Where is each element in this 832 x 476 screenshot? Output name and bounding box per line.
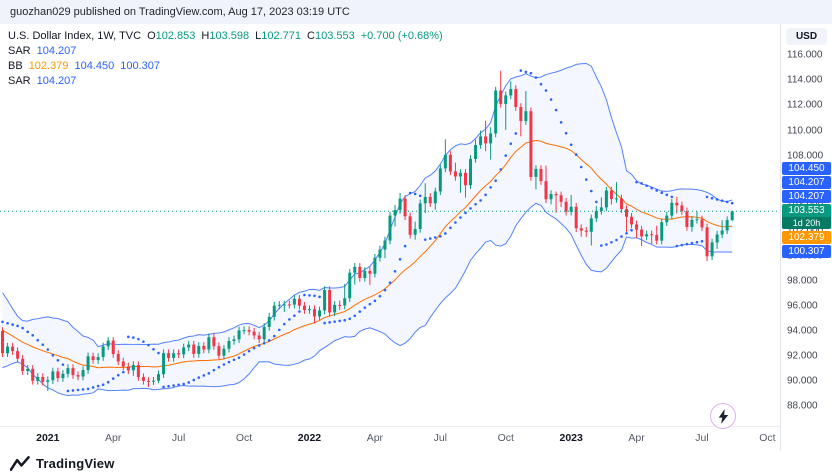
indicator-name: SAR bbox=[8, 44, 31, 57]
time-label: Oct bbox=[759, 432, 776, 444]
time-label: Apr bbox=[105, 432, 122, 444]
legend-indicator-row[interactable]: SAR 104.207 bbox=[8, 43, 449, 58]
legend-indicator-row[interactable]: BB 102.379 104.450 100.307 bbox=[8, 58, 449, 73]
price-tick: 88.000 bbox=[787, 400, 818, 412]
indicator-value: 100.307 bbox=[120, 59, 160, 72]
time-label: 2022 bbox=[297, 432, 322, 444]
chart-legend: U.S. Dollar Index, 1W, TVC O102.853 H103.… bbox=[8, 28, 449, 88]
time-axis[interactable]: 2021 Apr Jul Oct 2022 Apr Jul Oct 2023 Apr Jul Oct bbox=[0, 426, 780, 450]
price-tick: 92.000 bbox=[787, 350, 818, 362]
indicator-value: 104.207 bbox=[36, 44, 77, 57]
bar-countdown: 1d 20h bbox=[782, 217, 831, 230]
time-label: Jul bbox=[171, 432, 186, 444]
time-label: 2023 bbox=[559, 432, 583, 444]
price-tick: 116.000 bbox=[787, 49, 823, 61]
lightning-button[interactable] bbox=[710, 403, 736, 429]
legend-title-row[interactable]: U.S. Dollar Index, 1W, TVC O102.853 H103.… bbox=[8, 28, 449, 43]
indicator-value: 104.450 bbox=[74, 59, 115, 72]
footer-bar: TradingView bbox=[0, 450, 832, 476]
symbol-title: U.S. Dollar Index, 1W, TVC bbox=[8, 29, 142, 42]
currency-chip[interactable]: USD bbox=[786, 28, 827, 45]
publish-info-text: guozhan029 published on TradingView.com,… bbox=[10, 6, 350, 18]
ohlc-token: O102.853 bbox=[147, 29, 196, 42]
time-label: Apr bbox=[628, 432, 645, 444]
legend-indicators: SAR 104.207 BB 102.379 104.450 100.307 SAR 104.… bbox=[8, 43, 449, 88]
ohlc-token: H103.598 bbox=[201, 29, 250, 42]
time-label: Oct bbox=[235, 432, 253, 444]
price-change: +0.700 (+0.68%) bbox=[360, 29, 443, 42]
legend-ohlc: O102.853 H103.598 L102.771 C103.553 +0.700 (… bbox=[147, 30, 449, 42]
indicator-name: SAR bbox=[8, 74, 31, 87]
publish-info-bar: guozhan029 published on TradingView.com,… bbox=[0, 0, 832, 24]
axis-price-badge: 104.207 bbox=[782, 190, 831, 204]
indicator-name: BB bbox=[8, 59, 23, 72]
legend-indicator-row[interactable]: SAR 104.207 bbox=[8, 73, 449, 88]
current-price-badge: 103.553 1d 20h bbox=[782, 204, 831, 230]
tradingview-brand[interactable]: TradingView bbox=[36, 455, 115, 471]
axis-price-badge: 104.207 bbox=[782, 176, 831, 190]
time-label: Jul bbox=[433, 432, 448, 444]
price-tick: 102.000 bbox=[787, 225, 823, 236]
time-label: Apr bbox=[366, 432, 384, 444]
indicator-value: 102.379 bbox=[28, 59, 69, 72]
axis-price-badge: 102.379 bbox=[782, 231, 831, 245]
time-label: Jul bbox=[695, 432, 709, 444]
axis-price-badge: 100.307 bbox=[782, 245, 831, 259]
price-tick: 110.000 bbox=[787, 125, 823, 136]
lightning-icon bbox=[718, 408, 728, 424]
price-tick: 94.000 bbox=[787, 325, 818, 337]
indicator-value: 104.207 bbox=[36, 74, 77, 87]
time-label: 2021 bbox=[36, 432, 60, 444]
price-tick: 90.000 bbox=[787, 375, 818, 387]
ohlc-token: C103.553 bbox=[307, 29, 355, 42]
price-chart-canvas[interactable] bbox=[0, 24, 780, 450]
price-tick: 112.000 bbox=[787, 99, 823, 111]
tradingview-logo-icon[interactable] bbox=[10, 455, 30, 471]
price-tick: 98.000 bbox=[787, 275, 818, 287]
time-label: Oct bbox=[497, 432, 514, 444]
price-axis[interactable]: USD 116.000114.000112.000110.000108.0001… bbox=[780, 24, 832, 450]
price-tick: 108.000 bbox=[787, 150, 824, 162]
axis-price-badge: 104.450 bbox=[782, 162, 831, 176]
price-tick: 114.000 bbox=[787, 74, 823, 86]
ohlc-token: L102.771 bbox=[255, 29, 302, 42]
price-tick: 96.000 bbox=[787, 300, 818, 312]
